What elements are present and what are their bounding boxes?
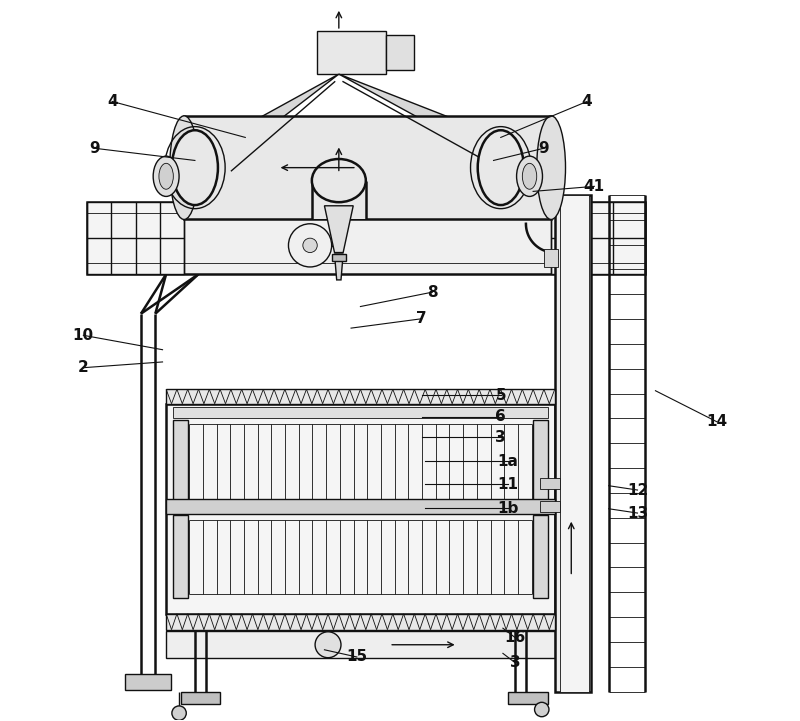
Ellipse shape (170, 116, 198, 219)
Text: 3: 3 (510, 655, 521, 671)
Polygon shape (197, 74, 339, 183)
Ellipse shape (159, 164, 174, 189)
Text: 1a: 1a (498, 454, 518, 469)
Bar (166, 614, 554, 629)
Ellipse shape (522, 164, 537, 189)
Circle shape (315, 632, 341, 658)
Bar (318, 31, 386, 74)
Text: 11: 11 (498, 477, 518, 492)
Bar (174, 420, 188, 503)
Bar (181, 691, 220, 704)
Circle shape (534, 702, 549, 717)
Bar (166, 389, 554, 404)
Ellipse shape (153, 156, 179, 196)
Polygon shape (325, 205, 354, 252)
Text: 16: 16 (505, 630, 526, 645)
Text: 10: 10 (73, 328, 94, 342)
Bar (386, 35, 414, 71)
Text: 9: 9 (538, 141, 550, 156)
Text: 6: 6 (495, 409, 506, 424)
Text: 14: 14 (706, 414, 727, 429)
Text: 4: 4 (107, 94, 118, 109)
Bar (166, 404, 554, 614)
Bar (508, 691, 547, 704)
Text: 12: 12 (627, 482, 648, 497)
Ellipse shape (517, 156, 542, 196)
Text: 1b: 1b (498, 500, 518, 516)
Text: 15: 15 (346, 650, 367, 665)
Bar (540, 501, 561, 512)
Circle shape (172, 706, 186, 720)
Ellipse shape (172, 131, 218, 205)
Ellipse shape (478, 131, 524, 205)
Text: 7: 7 (416, 311, 427, 327)
Bar (87, 202, 645, 274)
Bar (312, 180, 366, 219)
Bar (533, 420, 547, 503)
Bar (174, 407, 547, 418)
Bar (332, 254, 346, 261)
Circle shape (303, 238, 318, 252)
Text: 8: 8 (427, 285, 438, 300)
Bar (540, 478, 561, 489)
Bar (184, 116, 551, 219)
Bar (125, 673, 171, 690)
Circle shape (289, 224, 332, 267)
Ellipse shape (312, 159, 366, 202)
Text: 4: 4 (582, 94, 593, 109)
Polygon shape (339, 74, 538, 183)
Text: 13: 13 (627, 505, 648, 521)
Bar (551, 202, 645, 274)
Bar (87, 202, 184, 274)
Bar (166, 631, 554, 658)
Text: 2: 2 (78, 360, 89, 375)
Text: 5: 5 (495, 388, 506, 402)
Bar (561, 195, 590, 691)
Polygon shape (334, 254, 343, 280)
Bar (174, 516, 188, 598)
Text: 3: 3 (495, 430, 506, 445)
Bar (166, 500, 554, 514)
Text: 41: 41 (584, 179, 605, 194)
Bar (544, 249, 558, 267)
Bar (533, 516, 547, 598)
Bar (554, 195, 590, 691)
Ellipse shape (537, 116, 566, 219)
Text: 9: 9 (89, 141, 99, 156)
